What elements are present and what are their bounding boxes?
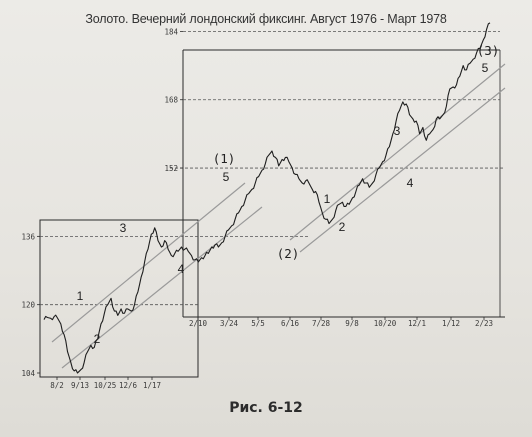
- wave-label: (2): [277, 246, 300, 261]
- chart-title: Золото. Вечерний лондонский фиксинг. Авг…: [85, 12, 447, 26]
- y-tick-label: 120: [21, 301, 35, 310]
- wave-label: 1: [324, 192, 331, 206]
- x-tick-label: 12/1: [408, 319, 426, 328]
- x-tick-label: 10/20: [374, 319, 397, 328]
- x-tick-label: 9/8: [345, 319, 359, 328]
- x-tick-label: 5/5: [251, 319, 265, 328]
- x-tick-label: 12/6: [119, 381, 138, 390]
- x-tick-label: 8/2: [50, 381, 64, 390]
- wave-label: 3: [120, 221, 127, 235]
- x-tick-label: 10/25: [94, 381, 117, 390]
- trend-channel-line: [51, 182, 246, 343]
- wave-label: 4: [407, 176, 414, 190]
- y-tick-label: 168: [164, 96, 178, 105]
- wave-label: 4: [178, 262, 185, 276]
- wave-label: 1: [77, 289, 84, 303]
- trend-channel-line: [299, 87, 506, 253]
- x-tick-label: 1/12: [442, 319, 460, 328]
- x-tick-label: 1/17: [143, 381, 161, 390]
- x-tick-label: 2/10: [189, 319, 208, 328]
- wave-label: 5: [482, 61, 489, 75]
- x-tick-label: 7/28: [312, 319, 331, 328]
- wave-label: 3: [394, 124, 401, 138]
- trend-channel-line: [289, 63, 506, 241]
- x-tick-label: 9/13: [71, 381, 89, 390]
- x-tick-label: 3/24: [220, 319, 239, 328]
- y-tick-label: 152: [164, 164, 178, 173]
- gold-price-line: [43, 22, 491, 374]
- x-tick-label: 6/16: [281, 319, 300, 328]
- y-tick-label: 104: [21, 369, 35, 378]
- trend-channel-line: [61, 206, 263, 369]
- y-tick-label: 136: [21, 232, 35, 241]
- wave-label: 2: [94, 332, 101, 346]
- y-tick-label: 184: [164, 27, 178, 36]
- wave-label: (3): [477, 43, 500, 58]
- x-tick-label: 2/23: [475, 319, 493, 328]
- lower-panel-frame: [39, 219, 199, 378]
- wave-label: 5: [223, 170, 230, 184]
- wave-label: 2: [339, 220, 346, 234]
- figure-caption: Рис. 6-12: [229, 400, 303, 416]
- wave-label: (1): [213, 151, 236, 166]
